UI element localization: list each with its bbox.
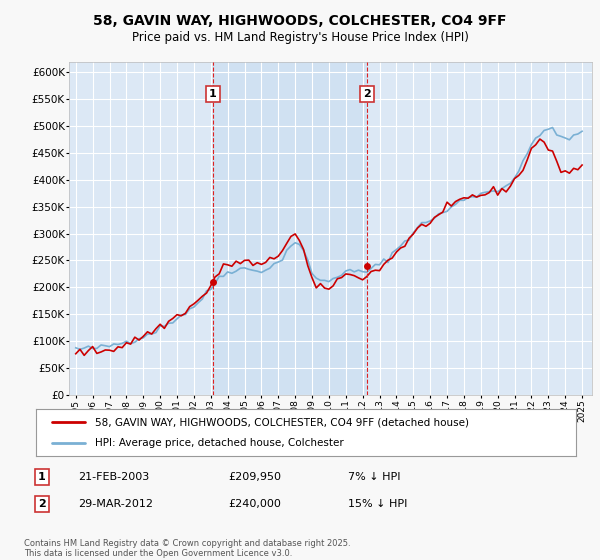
Text: 29-MAR-2012: 29-MAR-2012 [78, 499, 153, 509]
Text: Price paid vs. HM Land Registry's House Price Index (HPI): Price paid vs. HM Land Registry's House … [131, 31, 469, 44]
Bar [213, 62, 367, 395]
Text: 58, GAVIN WAY, HIGHWOODS, COLCHESTER, CO4 9FF: 58, GAVIN WAY, HIGHWOODS, COLCHESTER, CO… [93, 14, 507, 28]
Text: Contains HM Land Registry data © Crown copyright and database right 2025.
This d: Contains HM Land Registry data © Crown c… [24, 539, 350, 558]
Text: HPI: Average price, detached house, Colchester: HPI: Average price, detached house, Colc… [95, 438, 344, 448]
Text: 21-FEB-2003: 21-FEB-2003 [78, 472, 149, 482]
Text: 15% ↓ HPI: 15% ↓ HPI [348, 499, 407, 509]
Text: 7% ↓ HPI: 7% ↓ HPI [348, 472, 401, 482]
Text: 1: 1 [209, 89, 217, 99]
Text: £209,950: £209,950 [228, 472, 281, 482]
Text: £240,000: £240,000 [228, 499, 281, 509]
Text: 2: 2 [363, 89, 371, 99]
Text: 1: 1 [38, 472, 46, 482]
Text: 58, GAVIN WAY, HIGHWOODS, COLCHESTER, CO4 9FF (detached house): 58, GAVIN WAY, HIGHWOODS, COLCHESTER, CO… [95, 417, 469, 427]
Text: 2: 2 [38, 499, 46, 509]
